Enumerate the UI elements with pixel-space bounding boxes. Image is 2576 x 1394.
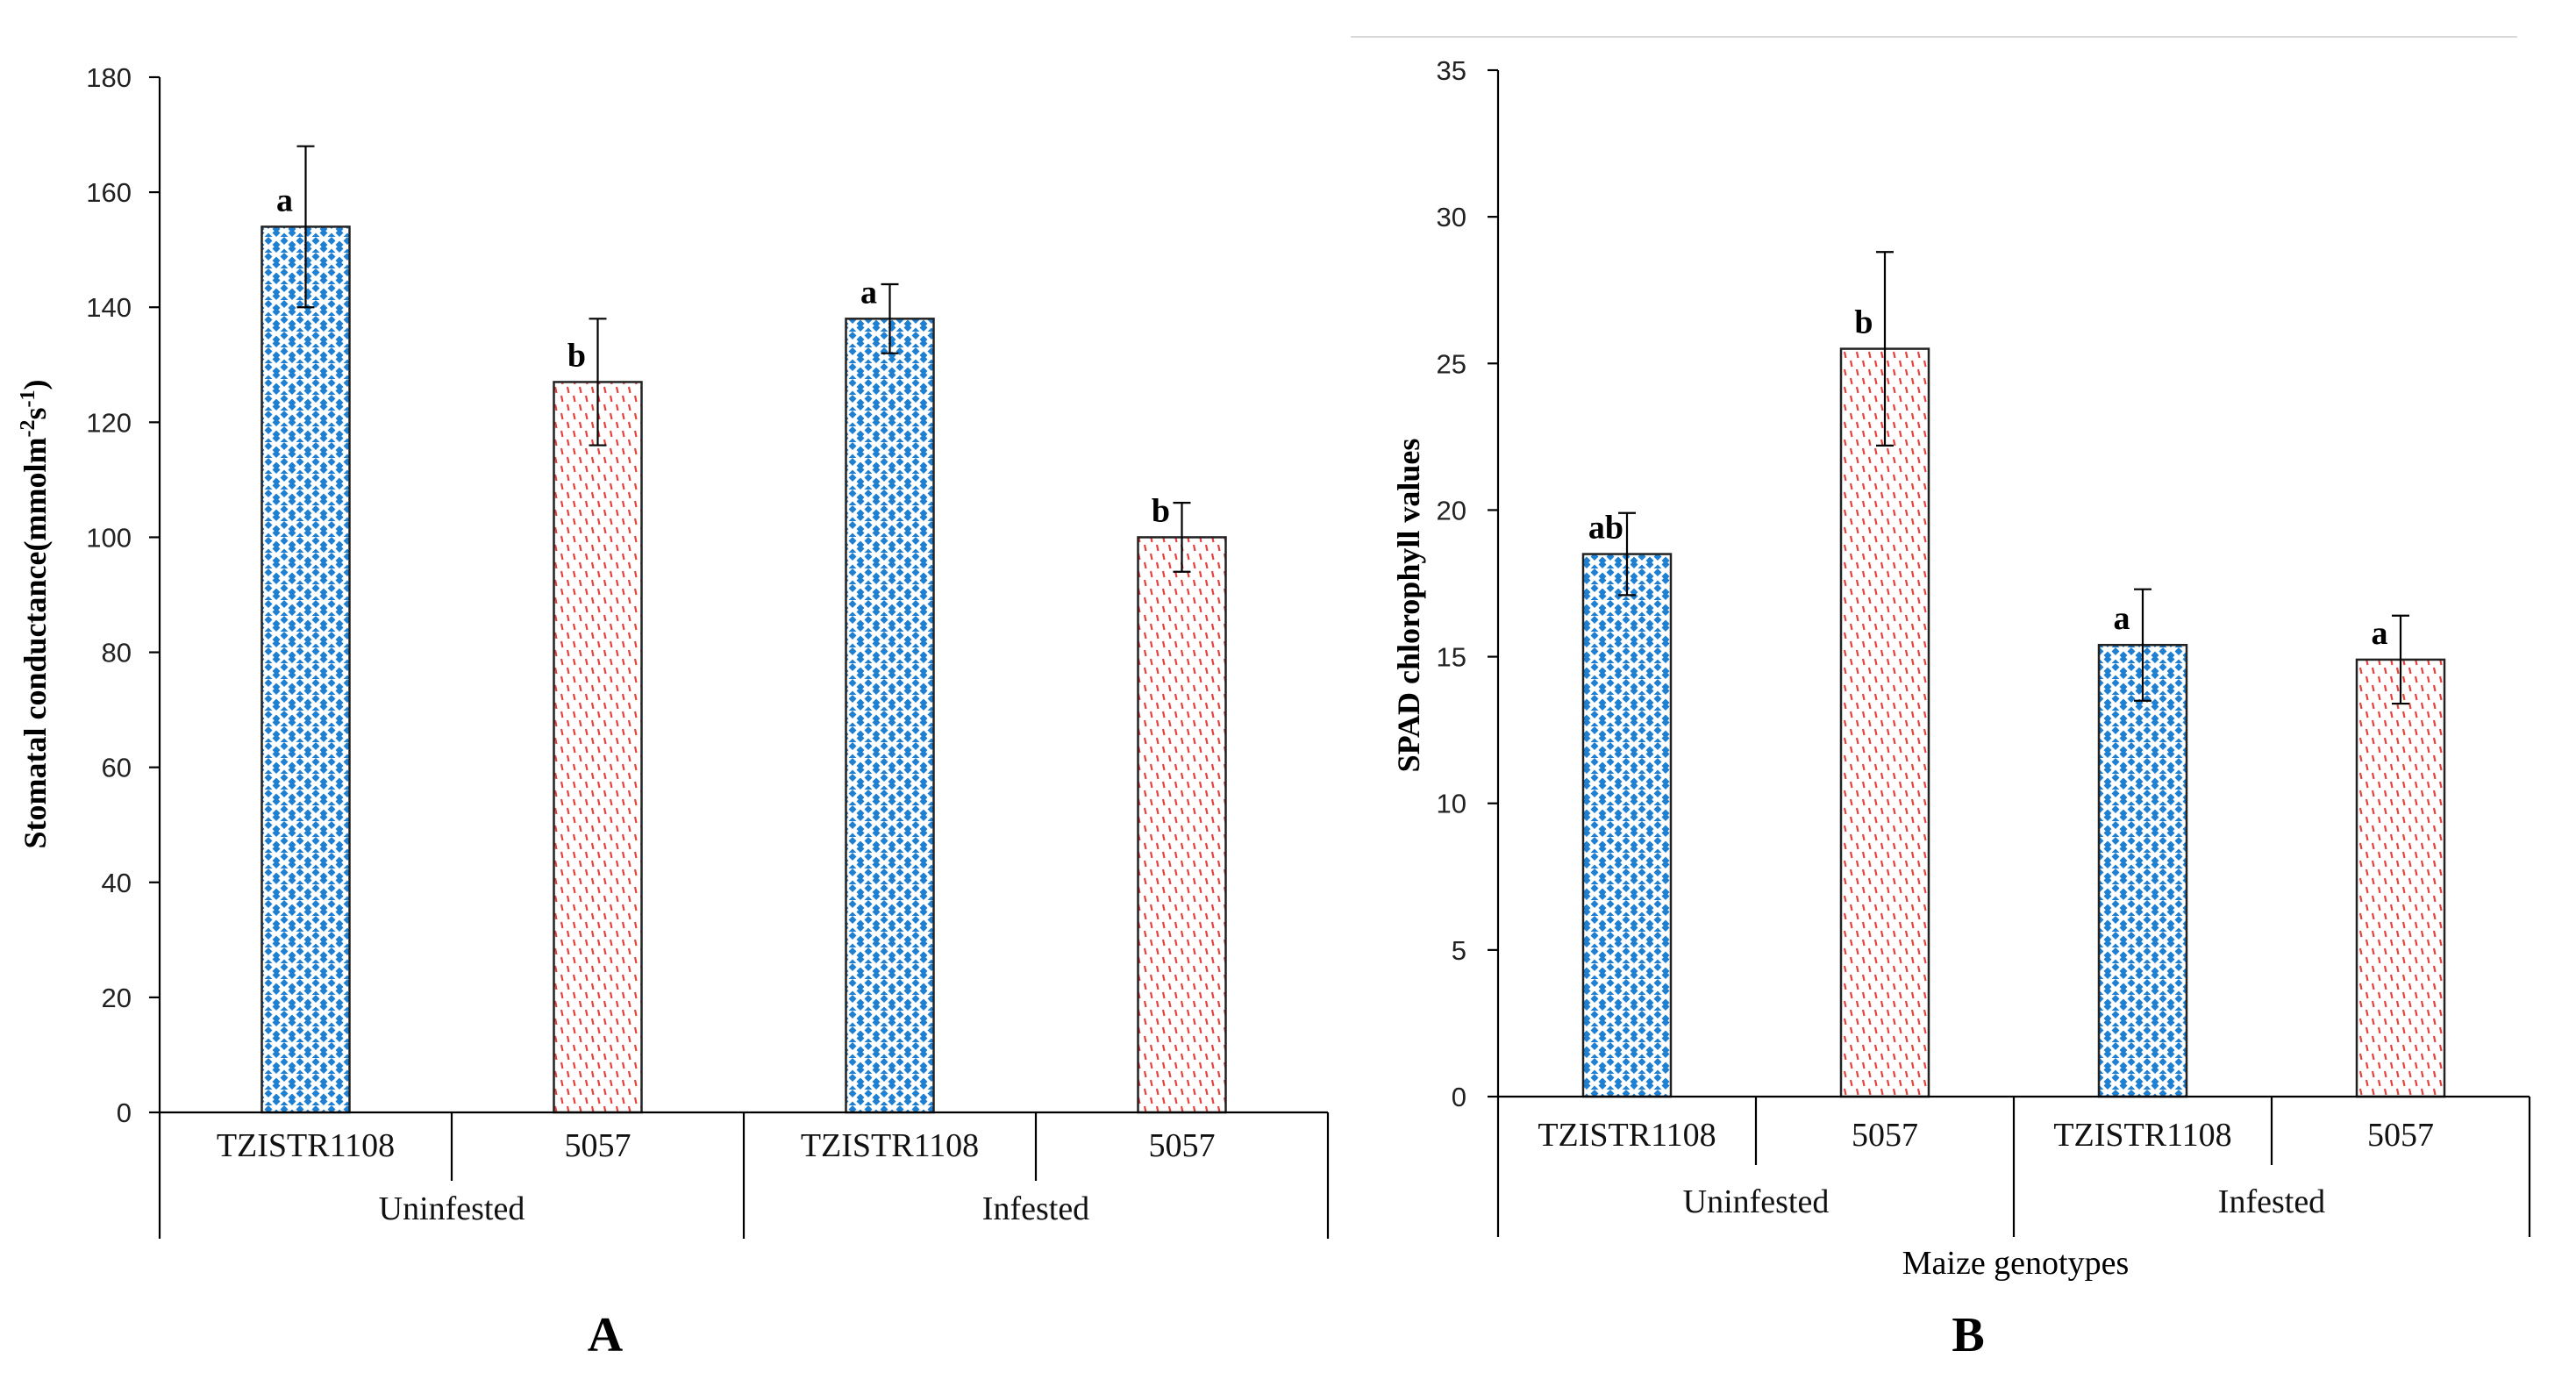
bar-infested-tzistr1108 [2097, 643, 2188, 1098]
error-bar [881, 282, 899, 354]
error-bar [296, 145, 315, 309]
category-labels-a: TZISTR1108 5057 Uninfested TZISTR1108 5057 In… [217, 1127, 1216, 1227]
error-bar [2134, 588, 2151, 702]
y-tick-label: 20 [1437, 495, 1466, 525]
significance-letter: a [860, 274, 877, 311]
significance-letter: b [567, 337, 586, 374]
x-category-label: 5057 [1149, 1127, 1216, 1164]
y-tick-label: 20 [102, 983, 132, 1013]
panel-label-b: B [1952, 1308, 1984, 1362]
error-bar [1876, 251, 1894, 447]
x-axis-label-b: Maize genotypes [1902, 1245, 2130, 1282]
panel-label-a: A [588, 1308, 624, 1362]
bars-a: a b a b [260, 145, 1227, 1114]
error-bar [1618, 511, 1636, 597]
x-category-label: TZISTR1108 [1538, 1117, 1716, 1154]
bar-uninfested-tzistr1108 [260, 225, 351, 1114]
error-bar [589, 318, 607, 447]
x-group-label: Infested [2218, 1183, 2325, 1220]
significance-letter: ab [1588, 510, 1623, 547]
x-group-label: Uninfested [379, 1190, 525, 1227]
y-axis-label-b: SPAD chlorophyll values [1391, 439, 1426, 773]
bar-uninfested-tzistr1108 [1581, 553, 1673, 1098]
category-labels-b: TZISTR1108 5057 Uninfested TZISTR1108 5057 In… [1538, 1117, 2434, 1220]
significance-letter: a [2114, 600, 2130, 637]
y-tick-label: 0 [1452, 1082, 1466, 1112]
y-tick-label: 100 [86, 522, 132, 553]
x-group-label: Uninfested [1683, 1183, 1830, 1220]
y-tick-label: 80 [102, 638, 132, 668]
y-tick-label: 60 [102, 753, 132, 783]
bar-infested-5057 [2355, 658, 2446, 1098]
chart-panel-a: 0 20 40 60 80 100 120 140 160 180 a b a b TZISTR1108… [17, 62, 1330, 1362]
y-tick-label: 120 [86, 407, 132, 438]
axes-a [158, 77, 1330, 1239]
x-category-label: 5057 [565, 1127, 632, 1164]
y-tick-label: 0 [117, 1097, 132, 1128]
y-tick-label: 180 [86, 62, 132, 93]
y-tick-label: 15 [1437, 642, 1466, 673]
significance-letter: b [1854, 304, 1873, 341]
y-axis-ticks-b: 0 5 10 15 20 25 30 35 [1437, 55, 1498, 1112]
bars-b: ab b a a [1581, 251, 2446, 1098]
y-tick-label: 140 [86, 292, 132, 323]
x-category-label: 5057 [1852, 1117, 1918, 1154]
y-tick-label: 35 [1437, 55, 1466, 86]
x-group-label: Infested [982, 1190, 1089, 1227]
bar-infested-5057 [1137, 536, 1227, 1114]
x-category-label: TZISTR1108 [2053, 1117, 2231, 1154]
error-bar [2392, 614, 2409, 705]
x-category-label: 5057 [2367, 1117, 2434, 1154]
y-tick-label: 5 [1452, 935, 1466, 966]
y-tick-label: 25 [1437, 348, 1466, 379]
x-category-label: TZISTR1108 [217, 1127, 395, 1164]
significance-letter: a [2372, 615, 2388, 652]
axes-b [1496, 70, 2531, 1237]
x-category-label: TZISTR1108 [801, 1127, 979, 1164]
y-axis-ticks-a: 0 20 40 60 80 100 120 140 160 180 [86, 62, 160, 1128]
bar-infested-tzistr1108 [845, 318, 935, 1114]
significance-letter: b [1152, 492, 1170, 529]
y-tick-label: 10 [1437, 789, 1466, 819]
error-bar [1173, 502, 1191, 573]
y-tick-label: 40 [102, 868, 132, 898]
significance-letter: a [276, 182, 293, 218]
y-tick-label: 30 [1437, 202, 1466, 232]
bar-uninfested-5057 [553, 381, 643, 1114]
chart-panel-b: 0 5 10 15 20 25 30 35 ab b a a TZISTR1108 5057 Uninf… [1351, 36, 2531, 1362]
bar-uninfested-5057 [1839, 347, 1930, 1098]
y-tick-label: 160 [86, 177, 132, 208]
y-axis-label-a: Stomatal conductance(mmolm-2s-1) [17, 380, 53, 849]
